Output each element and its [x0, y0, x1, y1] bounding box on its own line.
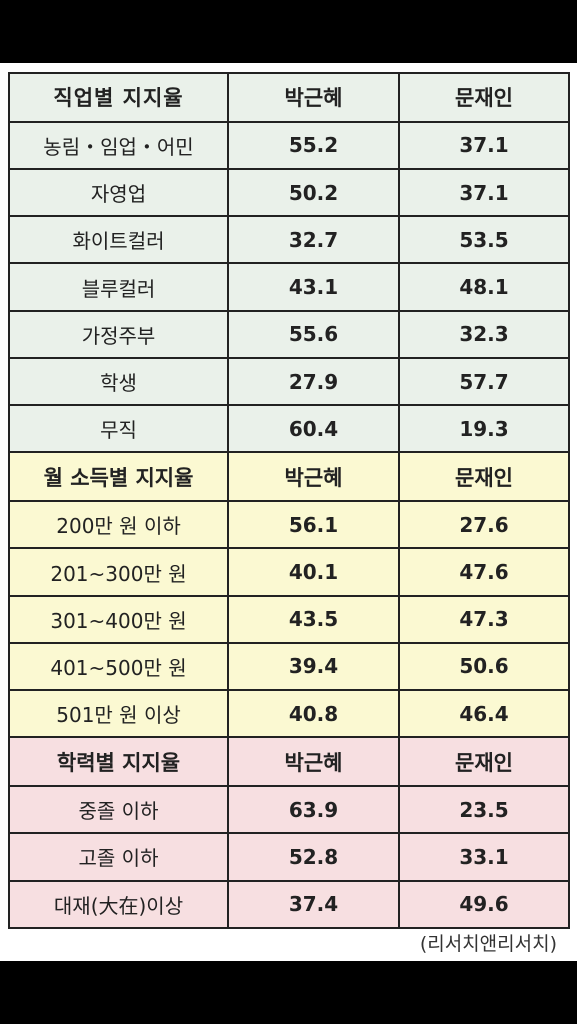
support-rate-table: 직업별 지지율 박근혜 문재인 농림・임업・어민 55.2 37.1 자영업 5…: [8, 72, 570, 930]
poll-sheet: 직업별 지지율 박근혜 문재인 농림・임업・어민 55.2 37.1 자영업 5…: [0, 63, 577, 961]
row-label: 301~400만 원: [8, 594, 229, 644]
row-label: 가정주부: [8, 309, 229, 359]
moon-value: 53.5: [398, 215, 570, 265]
park-value: 32.7: [227, 215, 400, 265]
park-value: 55.2: [227, 120, 400, 171]
table-row: 301~400만 원 43.5 47.3: [8, 594, 570, 644]
table-row: 고졸 이하 52.8 33.1: [8, 832, 570, 882]
education-header-row: 학력별 지지율 박근혜 문재인: [8, 736, 570, 788]
table-row: 200만 원 이하 56.1 27.6: [8, 500, 570, 550]
row-label: 고졸 이하: [8, 832, 229, 882]
income-header-row: 월 소득별 지지율 박근혜 문재인: [8, 451, 570, 503]
row-label: 대재(大在)이상: [8, 879, 229, 930]
park-value: 43.1: [227, 262, 400, 312]
row-label: 자영업: [8, 167, 229, 218]
moon-value: 47.3: [398, 594, 570, 644]
row-label: 학생: [8, 356, 229, 407]
candidate-moon-heading: 문재인: [398, 736, 570, 788]
table-row: 가정주부 55.6 32.3: [8, 309, 570, 359]
candidate-moon-heading: 문재인: [398, 72, 570, 123]
table-row: 501만 원 이상 40.8 46.4: [8, 689, 570, 739]
row-label: 중졸 이하: [8, 785, 229, 835]
table-row: 201~300만 원 40.1 47.6: [8, 547, 570, 597]
table-row: 학생 27.9 57.7: [8, 356, 570, 407]
table-row: 중졸 이하 63.9 23.5: [8, 785, 570, 835]
park-value: 60.4: [227, 404, 400, 454]
moon-value: 50.6: [398, 641, 570, 692]
park-value: 40.1: [227, 547, 400, 597]
candidate-park-heading: 박근혜: [227, 451, 400, 503]
education-section-title: 학력별 지지율: [8, 736, 229, 788]
row-label: 농림・임업・어민: [8, 120, 229, 171]
moon-value: 48.1: [398, 262, 570, 312]
moon-value: 37.1: [398, 167, 570, 218]
moon-value: 33.1: [398, 832, 570, 882]
row-label: 블루컬러: [8, 262, 229, 312]
park-value: 43.5: [227, 594, 400, 644]
table-row: 블루컬러 43.1 48.1: [8, 262, 570, 312]
occupation-section-title: 직업별 지지율: [8, 72, 229, 123]
moon-value: 23.5: [398, 785, 570, 835]
park-value: 37.4: [227, 879, 400, 930]
row-label: 201~300만 원: [8, 547, 229, 597]
table-row: 자영업 50.2 37.1: [8, 167, 570, 218]
park-value: 40.8: [227, 689, 400, 739]
candidate-park-heading: 박근혜: [227, 72, 400, 123]
park-value: 39.4: [227, 641, 400, 692]
park-value: 50.2: [227, 167, 400, 218]
moon-value: 46.4: [398, 689, 570, 739]
table-row: 화이트컬러 32.7 53.5: [8, 215, 570, 265]
moon-value: 19.3: [398, 404, 570, 454]
moon-value: 47.6: [398, 547, 570, 597]
table-row: 대재(大在)이상 37.4 49.6: [8, 879, 570, 930]
source-caption: (리서치앤리서치): [419, 933, 557, 955]
park-value: 55.6: [227, 309, 400, 359]
moon-value: 49.6: [398, 879, 570, 930]
park-value: 52.8: [227, 832, 400, 882]
table-row: 401~500만 원 39.4 50.6: [8, 641, 570, 692]
row-label: 200만 원 이하: [8, 500, 229, 550]
candidate-moon-heading: 문재인: [398, 451, 570, 503]
row-label: 화이트컬러: [8, 215, 229, 265]
table-row: 무직 60.4 19.3: [8, 404, 570, 454]
park-value: 63.9: [227, 785, 400, 835]
row-label: 501만 원 이상: [8, 689, 229, 739]
table-row: 농림・임업・어민 55.2 37.1: [8, 120, 570, 171]
moon-value: 37.1: [398, 120, 570, 171]
park-value: 27.9: [227, 356, 400, 407]
row-label: 무직: [8, 404, 229, 454]
moon-value: 57.7: [398, 356, 570, 407]
moon-value: 32.3: [398, 309, 570, 359]
candidate-park-heading: 박근혜: [227, 736, 400, 788]
occupation-header-row: 직업별 지지율 박근혜 문재인: [8, 72, 570, 123]
income-section-title: 월 소득별 지지율: [8, 451, 229, 503]
row-label: 401~500만 원: [8, 641, 229, 692]
moon-value: 27.6: [398, 500, 570, 550]
park-value: 56.1: [227, 500, 400, 550]
